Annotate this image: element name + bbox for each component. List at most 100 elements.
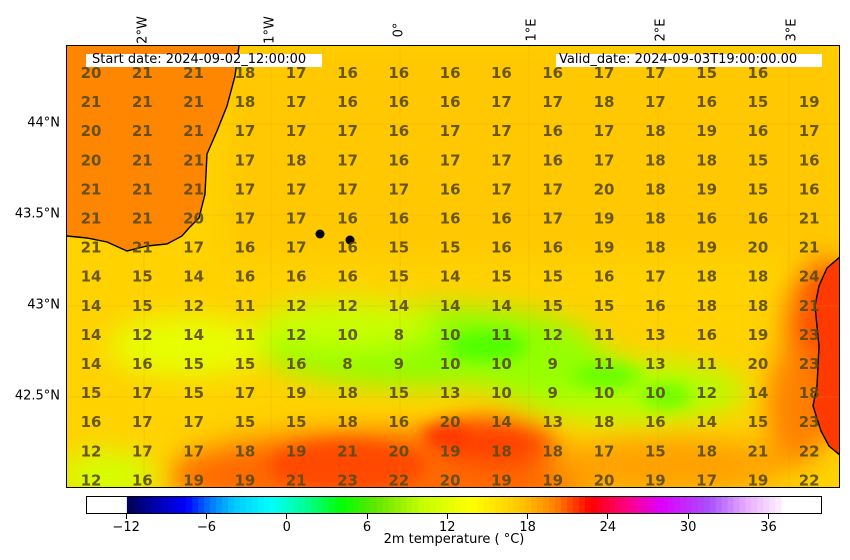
grid-value: 17 xyxy=(286,210,307,228)
grid-value: 19 xyxy=(286,384,307,402)
grid-value: 21 xyxy=(183,93,204,111)
grid-value: 15 xyxy=(491,268,512,286)
grid-value: 16 xyxy=(696,93,717,111)
colorbar-tick xyxy=(125,514,127,519)
grid-value: 17 xyxy=(440,151,461,169)
grid-value: 15 xyxy=(696,64,717,82)
grid-value: 21 xyxy=(132,180,153,198)
grid-value: 20 xyxy=(594,471,615,488)
location-marker[interactable] xyxy=(315,229,325,239)
grid-value: 9 xyxy=(547,384,557,402)
valid-date-label: Valid_date: 2024-09-03T19:00:00.00 xyxy=(559,52,798,67)
grid-value: 14 xyxy=(388,297,409,315)
grid-value: 18 xyxy=(696,442,717,460)
grid-value: 20 xyxy=(388,442,409,460)
sea-atlantic xyxy=(67,46,239,251)
grid-value: 17 xyxy=(542,180,563,198)
grid-value: 21 xyxy=(286,471,307,488)
grid-value: 16 xyxy=(747,210,768,228)
temperature-map: 20 21 21 18 17 16 16 16 16 16 17 17 15 16 21 21 21 18 17 16… xyxy=(67,46,839,488)
grid-value: 16 xyxy=(542,64,563,82)
grid-value: 21 xyxy=(183,151,204,169)
grid-value: 17 xyxy=(132,413,153,431)
grid-value: 16 xyxy=(594,268,615,286)
grid-value: 10 xyxy=(440,326,461,344)
grid-value: 12 xyxy=(81,471,102,488)
colorbar-tick xyxy=(205,514,207,519)
grid-value: 18 xyxy=(337,413,358,431)
colorbar-tick-label: 6 xyxy=(362,520,372,535)
grid-value: 16 xyxy=(440,93,461,111)
lat-label: 44°N xyxy=(27,115,60,131)
grid-value: 20 xyxy=(183,210,204,228)
colorbar-tick-label: 18 xyxy=(519,520,536,535)
grid-value: 19 xyxy=(696,122,717,140)
grid-value: 16 xyxy=(799,151,820,169)
lon-label: 0° xyxy=(391,22,407,38)
grid-value: 22 xyxy=(799,471,820,488)
grid-value: 17 xyxy=(183,442,204,460)
colorbar-tick xyxy=(767,514,769,519)
map-area[interactable]: 20 21 21 18 17 16 16 16 16 16 17 17 15 16 21 21 21 18 17 16… xyxy=(66,45,840,488)
grid-value: 18 xyxy=(337,384,358,402)
grid-value: 21 xyxy=(337,442,358,460)
grid-value: 17 xyxy=(491,93,512,111)
colorbar-tick-label: 0 xyxy=(282,520,291,535)
lon-label: 2°E xyxy=(653,18,669,42)
grid-value: 17 xyxy=(491,122,512,140)
grid-value: 18 xyxy=(696,268,717,286)
grid-value: 15 xyxy=(183,355,204,373)
grid-value: 17 xyxy=(542,210,563,228)
grid-value: 16 xyxy=(747,122,768,140)
grid-value: 16 xyxy=(491,64,512,82)
lat-label: 43°N xyxy=(27,297,60,313)
grid-value: 16 xyxy=(747,64,768,82)
grid-value: 16 xyxy=(286,268,307,286)
grid-value: 11 xyxy=(234,297,255,315)
lon-label: 2°W xyxy=(135,16,151,44)
grid-value: 9 xyxy=(394,355,404,373)
grid-value: 21 xyxy=(81,180,102,198)
grid-value-labels: 20 21 21 18 17 16 16 16 16 16 17 17 15 16 21 21 21 18 17 16… xyxy=(81,64,820,488)
grid-value: 12 xyxy=(286,326,307,344)
grid-value: 17 xyxy=(594,122,615,140)
grid-value: 11 xyxy=(594,355,615,373)
grid-value: 18 xyxy=(594,413,615,431)
colorbar xyxy=(86,496,822,514)
grid-value: 19 xyxy=(747,471,768,488)
grid-value: 12 xyxy=(542,326,563,344)
grid-value: 15 xyxy=(747,151,768,169)
grid-value: 10 xyxy=(491,355,512,373)
grid-value: 20 xyxy=(81,122,102,140)
grid-value: 18 xyxy=(645,122,666,140)
grid-value: 17 xyxy=(542,93,563,111)
grid-value: 16 xyxy=(337,210,358,228)
grid-value: 21 xyxy=(183,180,204,198)
coastline-west xyxy=(67,46,240,252)
grid-value: 21 xyxy=(132,122,153,140)
colorbar-tick xyxy=(527,514,529,519)
grid-value: 18 xyxy=(747,297,768,315)
grid-value: 10 xyxy=(594,384,615,402)
grid-value: 20 xyxy=(594,180,615,198)
grid-value: 16 xyxy=(81,413,102,431)
grid-value: 15 xyxy=(234,413,255,431)
grid-value: 16 xyxy=(337,93,358,111)
header-band-right xyxy=(556,54,822,67)
grid-value: 15 xyxy=(286,413,307,431)
grid-value: 17 xyxy=(234,210,255,228)
colorbar-tick xyxy=(446,514,448,519)
grid-value: 14 xyxy=(81,297,102,315)
grid-value: 16 xyxy=(132,471,153,488)
grid-value: 15 xyxy=(183,384,204,402)
grid-value: 18 xyxy=(234,93,255,111)
grid-value: 17 xyxy=(234,180,255,198)
grid-value: 21 xyxy=(799,297,820,315)
grid-value: 19 xyxy=(440,442,461,460)
grid-value: 18 xyxy=(747,268,768,286)
location-marker[interactable] xyxy=(345,235,355,245)
colorbar-tick-label: 12 xyxy=(439,520,456,535)
lat-label: 43.5°N xyxy=(14,206,60,222)
grid-value: 16 xyxy=(234,239,255,257)
grid-value: 15 xyxy=(234,355,255,373)
